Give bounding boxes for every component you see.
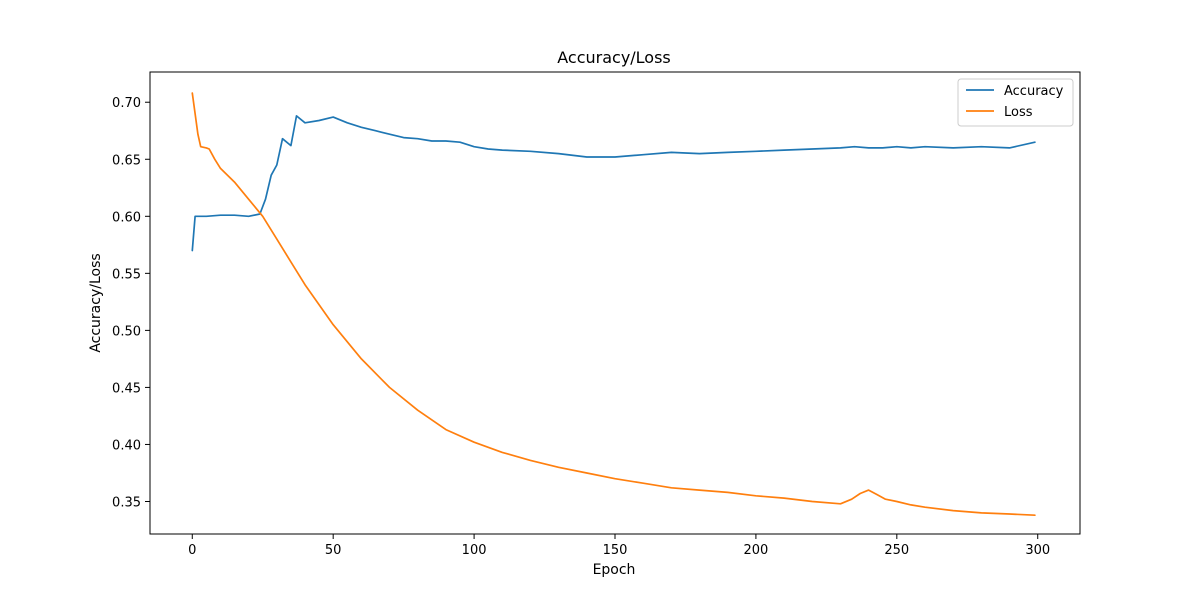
x-tick-label: 0 [188,543,196,558]
y-tick-label: 0.45 [112,381,141,396]
legend-label-accuracy: Accuracy [1004,84,1064,99]
x-tick-label: 200 [743,543,768,558]
y-tick-label: 0.70 [112,96,141,111]
plot-series [191,92,1036,517]
y-tick-label: 0.50 [112,324,141,339]
x-tick-label: 150 [603,543,628,558]
y-tick-label: 0.35 [112,495,141,510]
x-axis-ticks: 0 50 100 150 200 250 300 [188,534,1050,558]
x-tick-label: 50 [325,543,342,558]
y-axis-ticks: 0.35 0.40 0.45 0.50 0.55 0.60 0.65 0.70 [112,96,150,510]
x-axis-label: Epoch [593,562,636,578]
y-tick-label: 0.60 [112,210,141,225]
y-tick-label: 0.55 [112,267,141,282]
x-tick-label: 250 [884,543,909,558]
chart-title: Accuracy/Loss [557,48,671,67]
y-tick-label: 0.40 [112,438,141,453]
series-line-accuracy [191,115,1036,252]
legend-label-loss: Loss [1004,105,1033,120]
x-tick-label: 100 [462,543,487,558]
y-axis-label: Accuracy/Loss [88,253,104,352]
y-tick-label: 0.65 [112,153,141,168]
legend: Accuracy Loss [957,78,1074,127]
x-tick-label: 300 [1025,543,1050,558]
plot-frame [149,71,1081,535]
series-line-loss [191,92,1036,517]
